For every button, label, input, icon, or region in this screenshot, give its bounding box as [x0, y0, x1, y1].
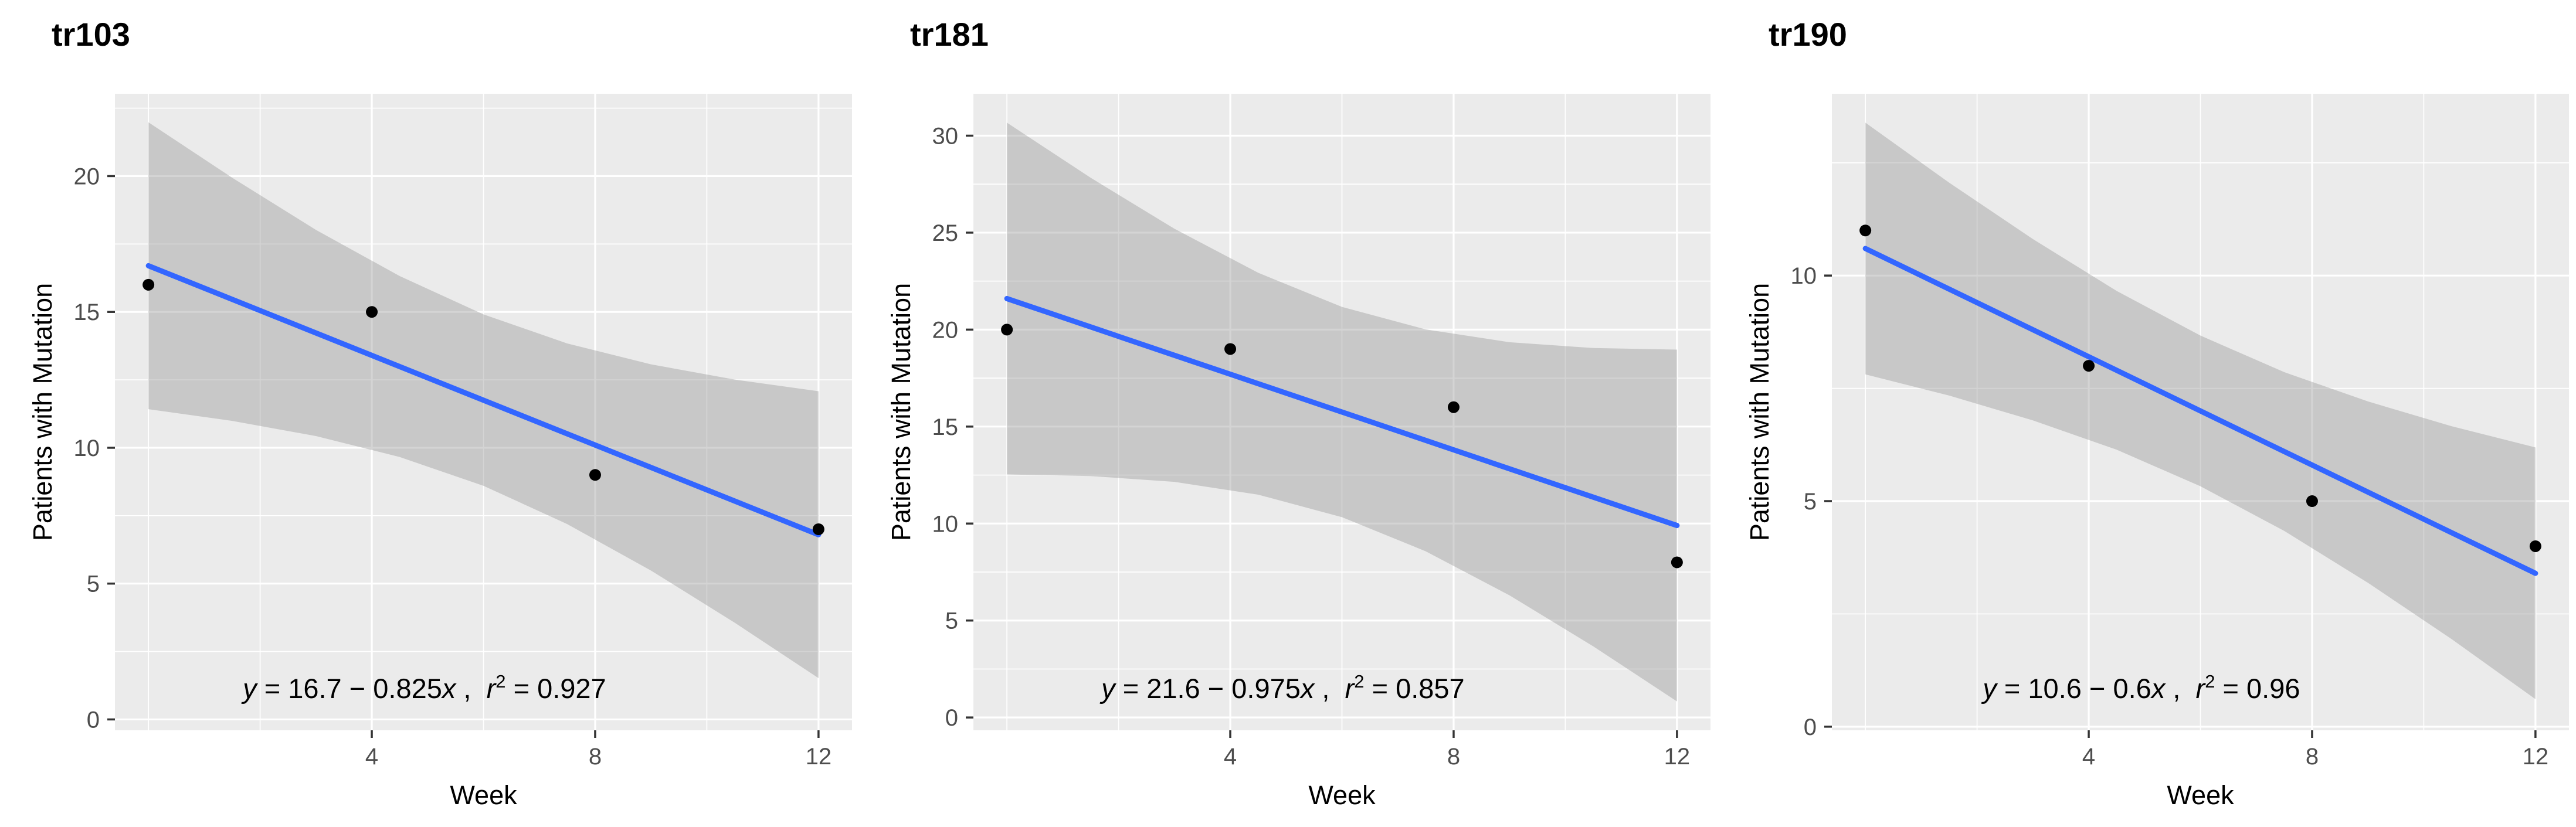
y-tick-label: 0	[945, 705, 958, 731]
data-point	[1447, 401, 1460, 413]
equation-part: x	[441, 673, 457, 704]
chart-title: tr103	[52, 16, 130, 53]
data-point	[2529, 540, 2541, 552]
equation-part: y	[241, 673, 258, 704]
data-point	[812, 523, 824, 536]
data-point	[589, 469, 601, 481]
x-axis-title: Week	[1308, 780, 1376, 810]
chart-tr181: 0 5 10 15 20 25 30 4 8 12 tr181 Patients with Mutat…	[886, 16, 1710, 810]
equation-part: 2	[2205, 671, 2215, 692]
data-points	[1001, 324, 1683, 569]
data-point	[142, 278, 155, 291]
y-axis: 0 5 10	[1791, 263, 1832, 740]
y-tick-label: 10	[1791, 263, 1817, 289]
equation-part: = 16.7 − 0.825	[257, 673, 442, 704]
y-tick-label: 5	[1804, 489, 1817, 515]
y-axis-title: Patients with Mutation	[886, 283, 916, 541]
data-point	[2083, 360, 2095, 372]
equation-part: y	[1099, 673, 1116, 704]
y-axis-title: Patients with Mutation	[1745, 283, 1774, 541]
gridlines-major	[973, 94, 1710, 730]
x-tick-label: 8	[2306, 744, 2319, 770]
y-axis: 0 5 10 15 20	[74, 164, 115, 733]
equation-part: x	[1299, 673, 1315, 704]
equation-part: = 0.96	[2215, 673, 2300, 704]
regression-line	[145, 263, 822, 537]
equation-annotation: y = 16.7 − 0.825x , r2 = 0.927	[241, 671, 606, 704]
equation-part: r	[487, 673, 497, 704]
y-tick-label: 5	[87, 571, 100, 597]
x-tick-label: 12	[1664, 744, 1691, 770]
equation-part: = 0.927	[506, 673, 606, 704]
x-tick-label: 4	[365, 744, 378, 770]
equation-part: = 10.6 − 0.6	[1997, 673, 2151, 704]
equation-annotation: y = 10.6 − 0.6x , r2 = 0.96	[1981, 671, 2300, 704]
y-tick-label: 10	[74, 435, 100, 461]
x-tick-label: 12	[2523, 744, 2549, 770]
gridlines-major	[115, 94, 852, 730]
gridlines-minor	[115, 94, 852, 730]
y-tick-label: 5	[945, 608, 958, 634]
gridlines-minor	[973, 94, 1710, 730]
data-point	[1671, 556, 1683, 569]
equation-part: ,	[2165, 673, 2195, 704]
y-tick-label: 25	[932, 220, 959, 246]
y-axis-title-group: Patients with Mutation	[886, 283, 916, 541]
y-tick-label: 0	[87, 707, 100, 733]
y-tick-label: 10	[932, 511, 959, 537]
y-tick-label: 0	[1804, 714, 1817, 740]
x-axis-title: Week	[450, 780, 517, 810]
data-point	[366, 306, 378, 318]
x-tick-label: 4	[1224, 744, 1237, 770]
x-tick-label: 12	[806, 744, 832, 770]
chart-tr103: 0 5 10 15 20 4 8 12 tr103 Patients with Mutation W…	[28, 16, 852, 810]
y-axis: 0 5 10 15 20 25 30	[932, 123, 973, 731]
y-axis-title-group: Patients with Mutation	[28, 283, 57, 541]
x-tick-label: 8	[589, 744, 602, 770]
chart-title: tr181	[910, 16, 989, 53]
regression-line	[1862, 246, 2538, 576]
x-axis: 4 8 12	[1224, 730, 1690, 770]
equation-part: 2	[495, 671, 505, 692]
x-tick-label: 4	[2082, 744, 2095, 770]
equation-annotation: y = 21.6 − 0.975x , r2 = 0.857	[1099, 671, 1465, 704]
y-tick-label: 15	[932, 414, 959, 440]
equation-part: r	[1345, 673, 1356, 704]
chart-title: tr190	[1769, 16, 1847, 53]
equation-part: = 21.6 − 0.975	[1115, 673, 1301, 704]
x-axis: 4 8 12	[2082, 730, 2548, 770]
y-tick-label: 30	[932, 123, 959, 149]
data-points	[142, 278, 824, 536]
gridlines-minor	[1832, 94, 2569, 730]
gridlines-major	[1832, 94, 2569, 730]
x-tick-label: 8	[1447, 744, 1460, 770]
x-axis-title: Week	[2167, 780, 2234, 810]
data-point	[1859, 224, 1872, 237]
data-points	[1859, 224, 2541, 552]
chart-tr190: 0 5 10 4 8 12 tr190 Patients with Mutation Week y…	[1745, 16, 2569, 810]
equation-part: x	[2150, 673, 2166, 704]
data-point	[2306, 495, 2318, 508]
y-tick-label: 20	[74, 164, 100, 189]
y-axis-title-group: Patients with Mutation	[1745, 283, 1774, 541]
regression-line	[1004, 295, 1680, 529]
equation-part: r	[2196, 673, 2207, 704]
equation-part: y	[1981, 673, 1998, 704]
equation-part: 2	[1354, 671, 1364, 692]
x-axis: 4 8 12	[365, 730, 831, 770]
y-tick-label: 15	[74, 300, 100, 325]
equation-part: ,	[1314, 673, 1345, 704]
data-point	[1224, 343, 1237, 355]
y-tick-label: 20	[932, 317, 959, 343]
y-axis-title: Patients with Mutation	[28, 283, 57, 541]
data-point	[1001, 324, 1013, 336]
equation-part: ,	[456, 673, 486, 704]
equation-part: = 0.857	[1365, 673, 1465, 704]
